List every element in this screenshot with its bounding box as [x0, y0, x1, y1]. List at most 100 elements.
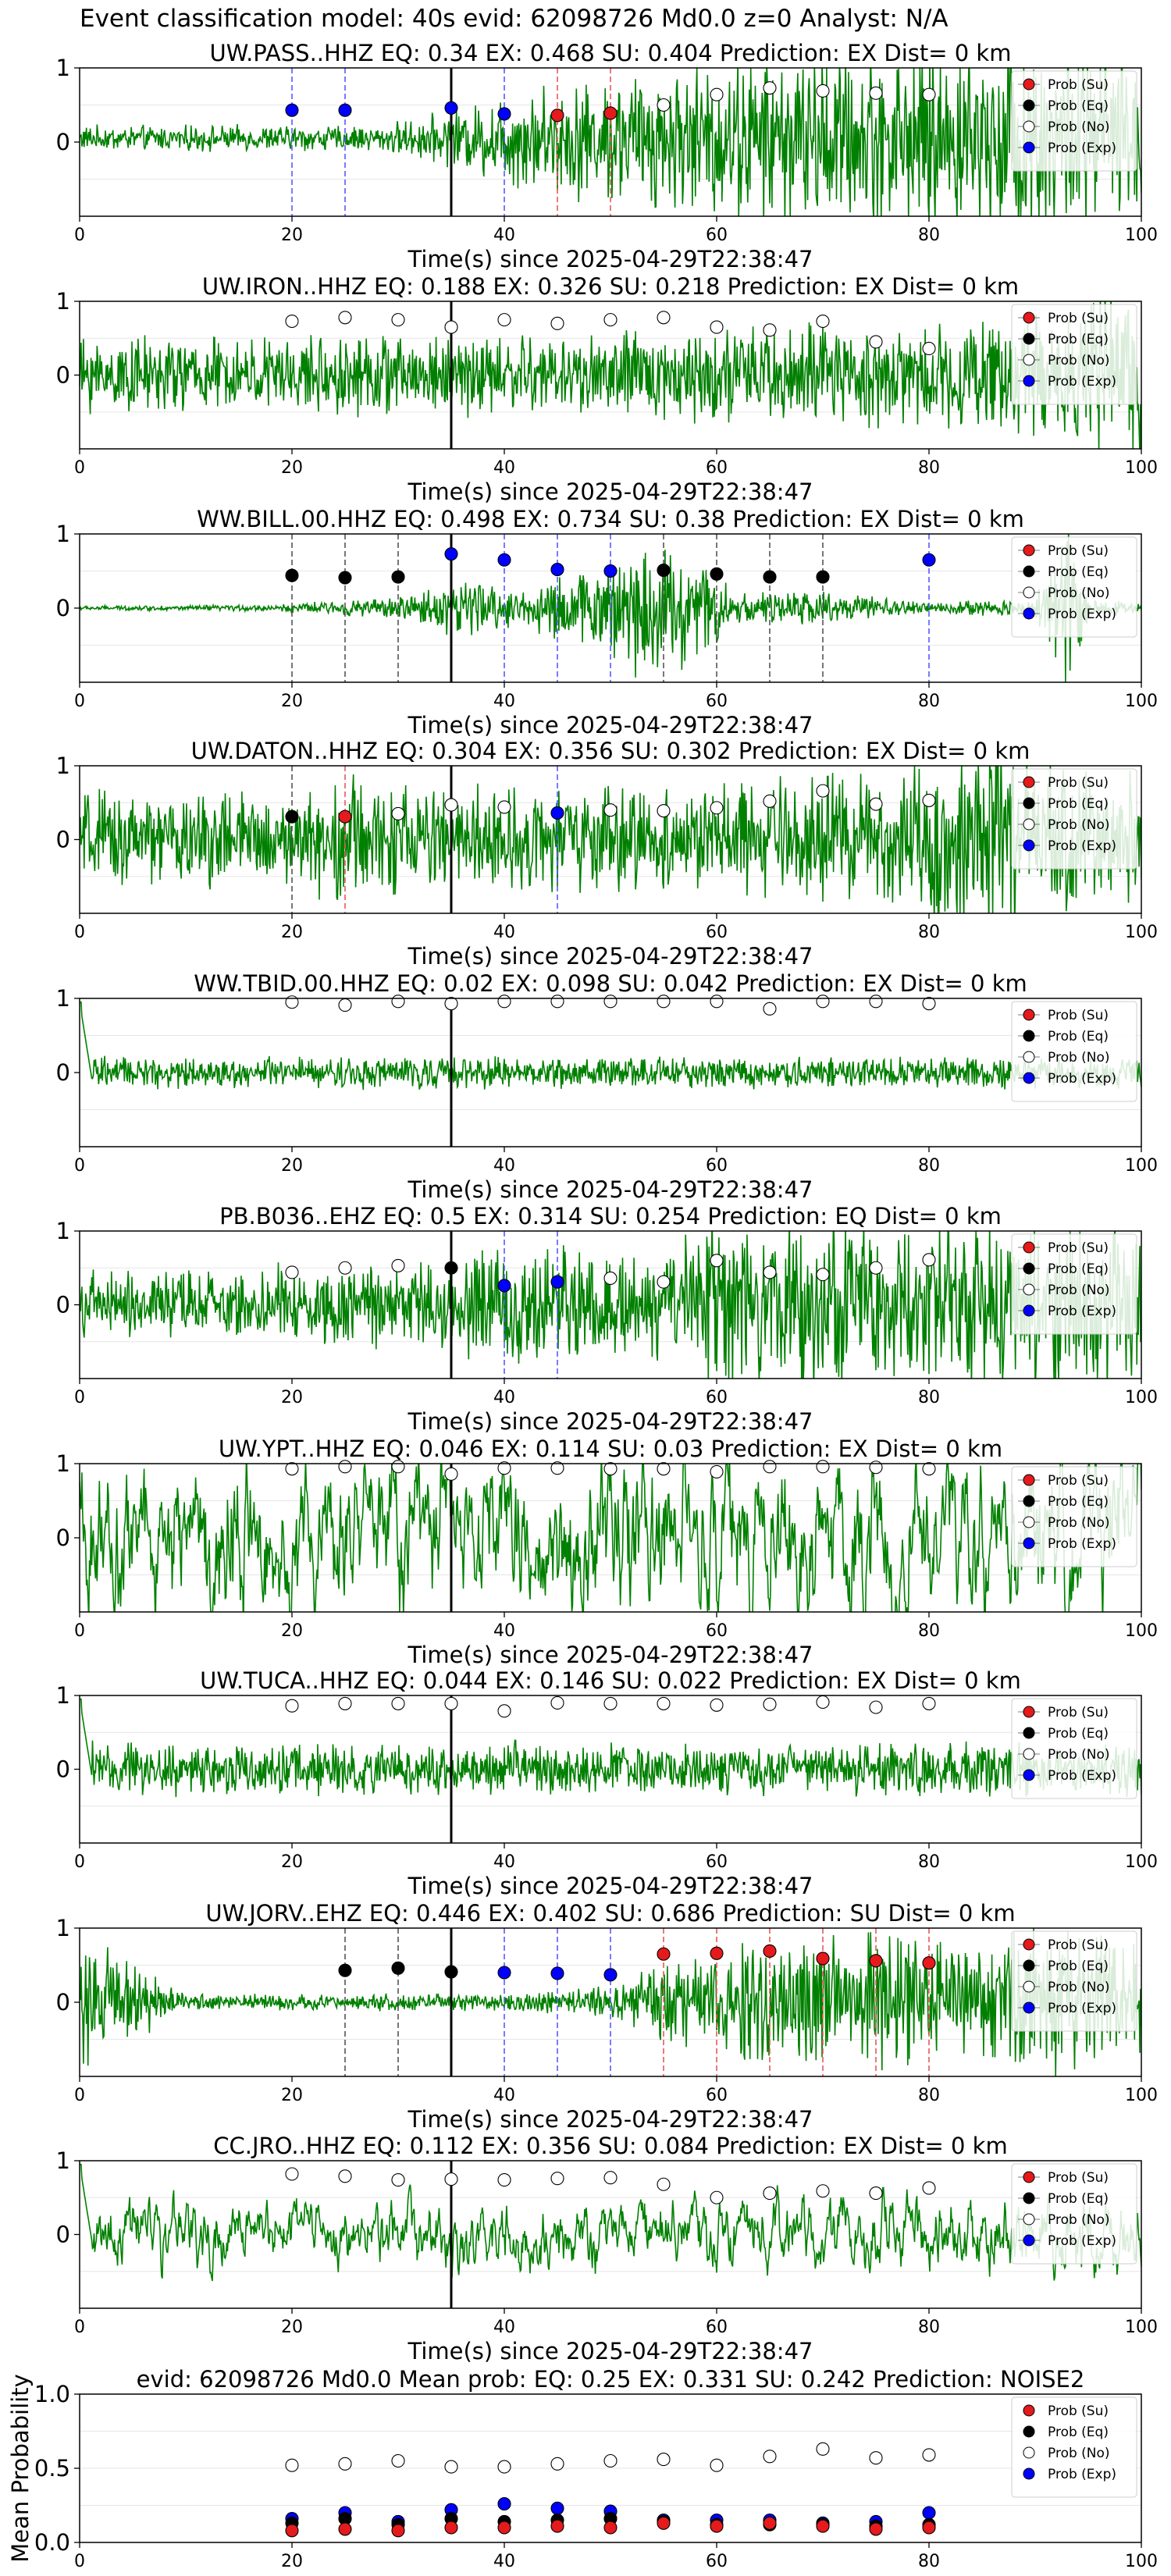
panel-7 [74, 1460, 1142, 1617]
legend-label: Prob (No) [1048, 1283, 1110, 1298]
prob-point-no [285, 314, 299, 329]
waveform-trace [80, 1002, 1141, 1091]
legend-box [1011, 2163, 1137, 2265]
y-tick-label: 1 [56, 2147, 70, 2174]
prob-point-no [710, 994, 724, 1009]
legend-marker-no [1023, 2446, 1035, 2459]
y-tick-label: 1 [56, 1218, 70, 1244]
x-tick-label: 80 [918, 1621, 940, 1641]
panel-10 [74, 2160, 1142, 2314]
prob-point-no [816, 2184, 830, 2198]
prob-point-no [391, 806, 405, 820]
y-tick-label: 1 [56, 521, 70, 547]
x-tick-label: 40 [493, 1388, 515, 1407]
prob-point-no [603, 994, 618, 1009]
prob-point-no [657, 98, 671, 112]
legend-label: Prob (Eq) [1048, 1959, 1109, 1974]
mean-point-su [338, 2522, 352, 2536]
mean-point-su [391, 2524, 405, 2538]
x-tick-label: 40 [493, 458, 515, 478]
prob-point-exp [603, 1968, 618, 1982]
prob-point-no [869, 1700, 883, 1714]
prob-point-no [391, 1460, 405, 1474]
x-tick-label: 20 [281, 1156, 303, 1176]
x-tick-label: 20 [281, 2086, 303, 2105]
prob-point-no [816, 84, 830, 98]
y-tick-label: 0.0 [34, 2529, 70, 2556]
legend-marker-eq [1023, 2192, 1035, 2204]
prob-point-no [763, 794, 777, 808]
prob-point-no [869, 335, 883, 349]
x-tick-label: 20 [281, 1621, 303, 1641]
prob-point-eq [657, 563, 671, 578]
legend-marker-su [1023, 776, 1035, 788]
legend-marker-exp [1023, 141, 1035, 154]
x-tick-label: 60 [706, 2318, 728, 2337]
prob-point-su [869, 1954, 883, 1968]
legend-label: Prob (Exp) [1048, 1304, 1116, 1319]
y-axis-label: Mean Probability [7, 2374, 34, 2563]
prob-point-no [763, 1265, 777, 1279]
legend-marker-eq [1023, 1959, 1035, 1972]
legend-marker-su [1023, 78, 1035, 91]
legend-marker-su [1023, 2404, 1035, 2417]
x-axis-label: Time(s) since 2025-04-29T22:38:47 [408, 1408, 813, 1435]
prob-point-exp [444, 101, 458, 115]
x-axis-label: Time(s) since 2025-04-29T22:38:47 [408, 479, 813, 505]
x-tick-label: 100 [1125, 1852, 1158, 1872]
legend-label: Prob (Exp) [1048, 607, 1116, 622]
mean-point-no [338, 2457, 352, 2471]
x-tick-label: 100 [1125, 1621, 1158, 1641]
prob-point-no [391, 2173, 405, 2187]
panel-title: UW.JORV..EHZ EQ: 0.446 EX: 0.402 SU: 0.6… [205, 1900, 1015, 1927]
prob-point-eq [285, 809, 299, 824]
prob-point-no [444, 1467, 458, 1481]
panel-title: UW.TUCA..HHZ EQ: 0.044 EX: 0.146 SU: 0.0… [200, 1667, 1021, 1694]
panel-title: UW.DATON..HHZ EQ: 0.304 EX: 0.356 SU: 0.… [191, 738, 1030, 764]
x-tick-label: 40 [493, 226, 515, 245]
y-tick-label: 1.0 [34, 2381, 70, 2407]
panel-6 [74, 1230, 1142, 1384]
panel-2 [74, 301, 1142, 454]
x-tick-label: 40 [493, 2552, 515, 2571]
x-tick-label: 0 [74, 2552, 85, 2571]
legend-label: Prob (Su) [1048, 775, 1109, 791]
waveform-trace [80, 766, 1141, 913]
legend-marker-su [1023, 1938, 1035, 1951]
prob-point-no [816, 314, 830, 329]
mean-point-su [285, 2524, 299, 2538]
legend-marker-eq [1023, 565, 1035, 578]
prob-point-no [869, 1261, 883, 1275]
legend-marker-su [1023, 1241, 1035, 1254]
legend-label: Prob (No) [1048, 119, 1110, 135]
mean-point-no [444, 2460, 458, 2474]
panel-title: UW.IRON..HHZ EQ: 0.188 EX: 0.326 SU: 0.2… [202, 273, 1019, 300]
y-tick-label: 0 [56, 362, 70, 389]
x-tick-label: 20 [281, 1852, 303, 1872]
mean-point-su [816, 2519, 830, 2533]
x-tick-label: 40 [493, 1852, 515, 1872]
prob-point-no [285, 995, 299, 1009]
legend-label: Prob (Exp) [1048, 2001, 1116, 2016]
x-axis-label: Time(s) since 2025-04-29T22:38:47 [408, 1176, 813, 1203]
legend-marker-su [1023, 544, 1035, 557]
legend-box [1011, 1698, 1137, 1799]
prob-point-no [922, 997, 936, 1011]
prob-point-eq [710, 567, 724, 581]
mean-point-exp [497, 2497, 511, 2511]
mean-point-no [497, 2460, 511, 2474]
legend-label: Prob (Su) [1048, 311, 1109, 326]
legend-box [1011, 1466, 1137, 1567]
legend-box [1011, 1001, 1137, 1102]
prob-point-exp [444, 547, 458, 561]
prob-point-no [657, 1275, 671, 1289]
x-tick-label: 0 [74, 1621, 85, 1641]
y-tick-label: 0 [56, 1525, 70, 1551]
legend-label: Prob (No) [1048, 2212, 1110, 2228]
legend-label: Prob (Eq) [1048, 796, 1109, 812]
prob-point-no [657, 1696, 671, 1710]
prob-point-no [444, 798, 458, 812]
mean-point-su [763, 2516, 777, 2530]
x-axis-label: Time(s) since 2025-04-29T22:38:47 [408, 2106, 813, 2133]
legend-marker-exp [1023, 2001, 1035, 2014]
